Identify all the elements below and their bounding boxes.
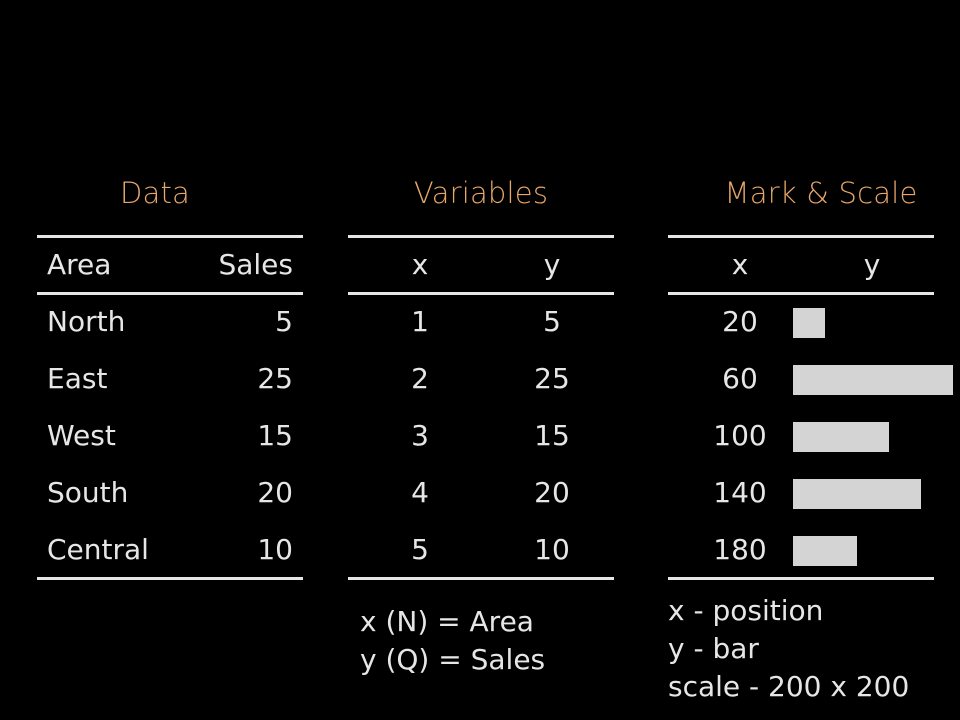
x-position-cell: 100 [713,419,767,452]
table-row: 2 25 [348,359,614,399]
table-bottom-rule [348,577,614,580]
table-row: 5 10 [348,530,614,570]
y-cell: 10 [534,533,570,566]
y-cell: 25 [534,362,570,395]
table-row: South 20 [37,473,303,513]
x-position-cell: 180 [713,533,767,566]
table-top-rule [348,235,614,238]
area-cell: South [47,476,129,509]
x-position-cell: 20 [722,305,758,338]
x-cell: 4 [411,476,429,509]
area-cell: Central [47,533,149,566]
header-sales: Sales [218,248,293,281]
variables-panel: Variables x y 1 5 2 25 3 15 4 20 5 10 x … [348,0,614,720]
table-row: Central 10 [37,530,303,570]
mark-scale-notes: x - position y - bar scale - 200 x 200 [668,592,909,706]
table-bottom-rule [37,577,303,580]
table-top-rule [37,235,303,238]
y-cell: 15 [534,419,570,452]
table-row: East 25 [37,359,303,399]
sales-cell: 25 [257,362,293,395]
note-y: y (Q) = Sales [360,643,546,676]
table-header-rule [348,292,614,295]
data-title: Data [119,176,191,210]
table-header-row: x y [348,245,614,285]
bar-mark [793,479,921,509]
sales-cell: 15 [257,419,293,452]
x-cell: 5 [411,533,429,566]
table-top-rule [668,235,934,238]
sales-cell: 5 [275,305,293,338]
x-cell: 1 [411,305,429,338]
table-header-rule [37,292,303,295]
sales-cell: 20 [257,476,293,509]
mark-scale-title: Mark & Scale [724,176,918,210]
table-row: 180 [668,530,934,570]
table-row: 100 [668,416,934,456]
table-row: North 5 [37,302,303,342]
data-panel: Data Area Sales North 5 East 25 West 15 … [37,0,303,720]
area-cell: North [47,305,126,338]
table-header-row: x y [668,245,934,285]
bar-mark [793,365,953,395]
y-cell: 20 [534,476,570,509]
area-cell: East [47,362,108,395]
header-y: y [863,248,881,281]
bar-mark [793,422,889,452]
header-area: Area [47,248,112,281]
x-position-cell: 60 [722,362,758,395]
table-header-row: Area Sales [37,245,303,285]
area-cell: West [47,419,116,452]
sales-cell: 10 [257,533,293,566]
table-row: 20 [668,302,934,342]
note-y-bar: y - bar [668,632,759,665]
table-row: 1 5 [348,302,614,342]
table-row: West 15 [37,416,303,456]
note-x: x (N) = Area [360,605,534,638]
bar-mark [793,536,857,566]
variables-title: Variables [413,176,549,210]
mark-scale-panel: Mark & Scale x y 20 60 100 140 180 x - p… [668,0,953,720]
table-row: 3 15 [348,416,614,456]
note-x-position: x - position [668,594,824,627]
header-x: x [731,248,749,281]
x-position-cell: 140 [713,476,767,509]
table-row: 4 20 [348,473,614,513]
table-header-rule [668,292,934,295]
y-cell: 5 [543,305,561,338]
x-cell: 3 [411,419,429,452]
x-cell: 2 [411,362,429,395]
header-y: y [543,248,561,281]
variables-notes: x (N) = Area y (Q) = Sales [360,603,545,679]
table-row: 60 [668,359,953,399]
note-scale: scale - 200 x 200 [668,670,910,703]
table-bottom-rule [668,577,934,580]
table-row: 140 [668,473,934,513]
bar-mark [793,308,825,338]
header-x: x [411,248,429,281]
